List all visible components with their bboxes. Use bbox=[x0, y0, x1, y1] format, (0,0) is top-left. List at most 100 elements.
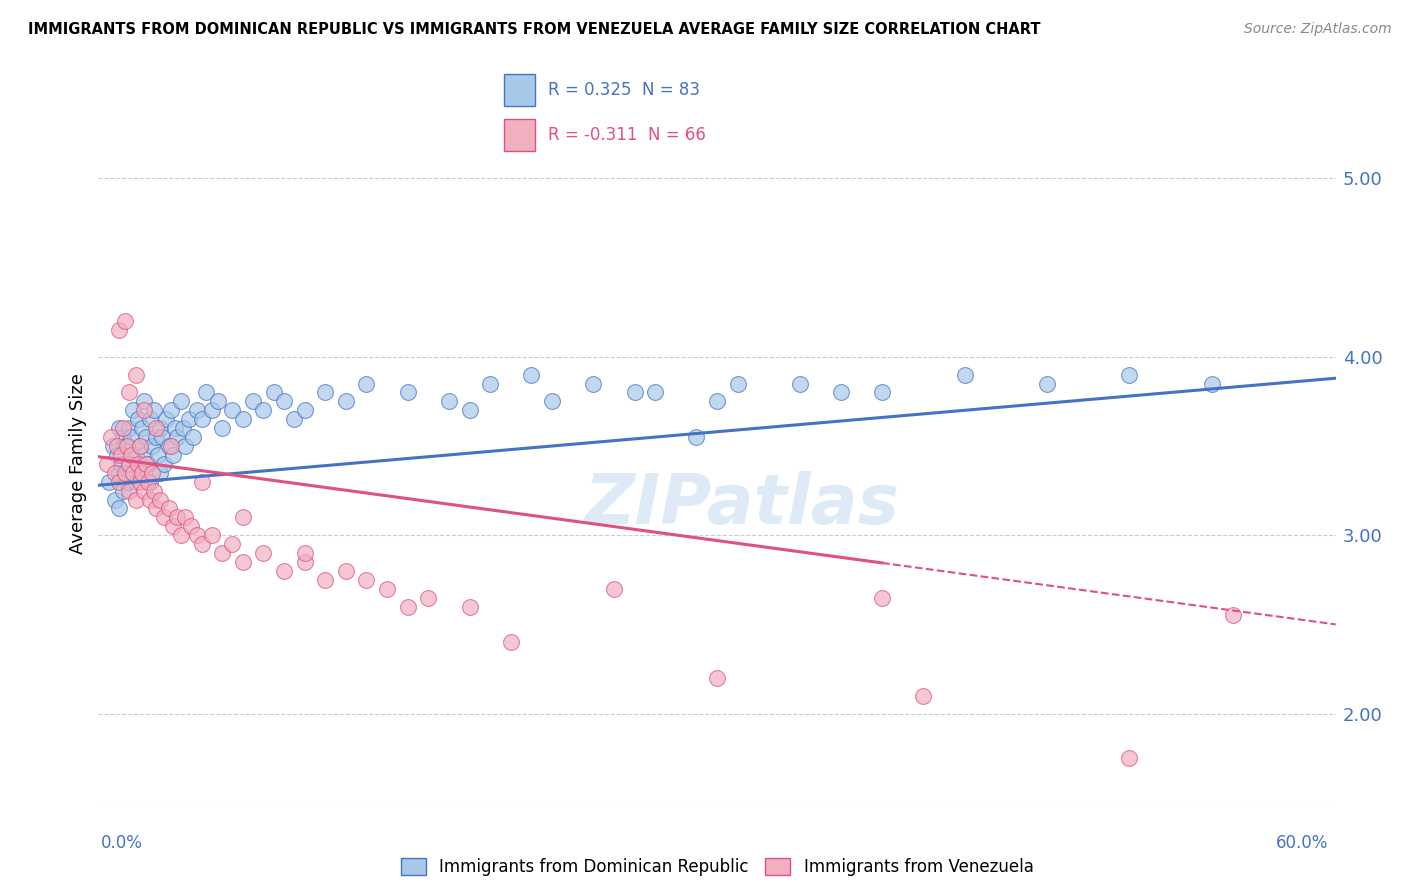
Point bbox=[727, 376, 749, 391]
Point bbox=[458, 599, 481, 614]
Text: 0.0%: 0.0% bbox=[101, 834, 143, 852]
Point bbox=[108, 501, 131, 516]
Point bbox=[132, 394, 155, 409]
Point bbox=[118, 385, 141, 400]
Point bbox=[166, 510, 188, 524]
Point bbox=[706, 671, 728, 685]
Point bbox=[150, 430, 173, 444]
Point bbox=[263, 385, 285, 400]
Point bbox=[153, 510, 176, 524]
Point bbox=[582, 376, 605, 391]
Point bbox=[912, 689, 935, 703]
Point bbox=[136, 475, 159, 489]
Point bbox=[335, 564, 357, 578]
Point bbox=[520, 368, 543, 382]
Point bbox=[870, 385, 893, 400]
Point bbox=[356, 573, 378, 587]
Point bbox=[1201, 376, 1223, 391]
Point bbox=[155, 412, 177, 426]
Point bbox=[541, 394, 564, 409]
Point bbox=[221, 537, 243, 551]
Point bbox=[314, 573, 336, 587]
Point bbox=[112, 430, 135, 444]
Point bbox=[108, 323, 131, 337]
Point bbox=[128, 475, 150, 489]
Text: R = 0.325  N = 83: R = 0.325 N = 83 bbox=[548, 81, 700, 99]
Point bbox=[108, 466, 131, 480]
Point bbox=[273, 394, 295, 409]
Point bbox=[1118, 368, 1140, 382]
Point bbox=[1118, 751, 1140, 765]
Point bbox=[128, 466, 150, 480]
Point bbox=[127, 412, 149, 426]
Point bbox=[101, 439, 124, 453]
Text: 60.0%: 60.0% bbox=[1277, 834, 1329, 852]
Point bbox=[623, 385, 645, 400]
Point bbox=[118, 457, 141, 471]
Point bbox=[145, 501, 167, 516]
Point bbox=[117, 439, 139, 453]
Point bbox=[117, 475, 139, 489]
Point bbox=[870, 591, 893, 605]
Point bbox=[141, 439, 163, 453]
Bar bbox=[505, 120, 536, 151]
Point bbox=[131, 421, 153, 435]
Point bbox=[437, 394, 460, 409]
Point bbox=[122, 466, 145, 480]
Point bbox=[108, 475, 131, 489]
Point bbox=[211, 546, 233, 560]
Point bbox=[162, 519, 184, 533]
Point bbox=[314, 385, 336, 400]
Point bbox=[1036, 376, 1059, 391]
Text: ZIPatlas: ZIPatlas bbox=[585, 471, 900, 538]
Text: Source: ZipAtlas.com: Source: ZipAtlas.com bbox=[1244, 22, 1392, 37]
Point bbox=[157, 439, 180, 453]
Point bbox=[118, 457, 141, 471]
Point bbox=[179, 412, 201, 426]
Point bbox=[375, 582, 398, 596]
Point bbox=[110, 457, 132, 471]
Point bbox=[124, 448, 146, 462]
Point bbox=[252, 546, 274, 560]
Point bbox=[120, 430, 142, 444]
Point bbox=[458, 403, 481, 417]
Point bbox=[356, 376, 378, 391]
Point bbox=[139, 492, 162, 507]
Point bbox=[143, 483, 166, 498]
Point bbox=[294, 546, 316, 560]
Point bbox=[141, 466, 163, 480]
Point bbox=[124, 368, 146, 382]
Point bbox=[186, 528, 208, 542]
Point bbox=[170, 528, 193, 542]
Point bbox=[96, 457, 118, 471]
Point bbox=[105, 448, 128, 462]
Point bbox=[174, 510, 197, 524]
Point bbox=[180, 519, 202, 533]
Text: IMMIGRANTS FROM DOMINICAN REPUBLIC VS IMMIGRANTS FROM VENEZUELA AVERAGE FAMILY S: IMMIGRANTS FROM DOMINICAN REPUBLIC VS IM… bbox=[28, 22, 1040, 37]
Point bbox=[114, 466, 136, 480]
Legend: Immigrants from Dominican Republic, Immigrants from Venezuela: Immigrants from Dominican Republic, Immi… bbox=[394, 851, 1040, 882]
Point bbox=[136, 457, 159, 471]
Point bbox=[159, 403, 181, 417]
Point bbox=[114, 439, 136, 453]
Point bbox=[1222, 608, 1244, 623]
Point bbox=[118, 483, 141, 498]
Point bbox=[139, 475, 162, 489]
Text: R = -0.311  N = 66: R = -0.311 N = 66 bbox=[548, 126, 706, 144]
Point bbox=[120, 448, 142, 462]
Point bbox=[127, 457, 149, 471]
Point bbox=[190, 475, 212, 489]
Point bbox=[603, 582, 626, 596]
Point bbox=[685, 430, 707, 444]
Point bbox=[153, 457, 176, 471]
Point bbox=[104, 492, 127, 507]
Point bbox=[789, 376, 811, 391]
Point bbox=[232, 412, 254, 426]
Point bbox=[132, 403, 155, 417]
Point bbox=[145, 421, 167, 435]
Point bbox=[186, 403, 208, 417]
Point bbox=[335, 394, 357, 409]
Point bbox=[149, 492, 172, 507]
Point bbox=[201, 528, 224, 542]
Bar bbox=[505, 74, 536, 105]
